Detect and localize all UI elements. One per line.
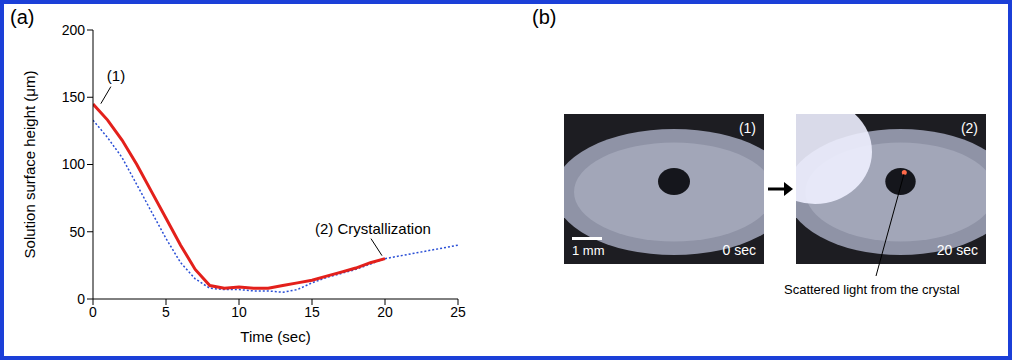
html-text:0 sec: 0 sec (722, 242, 756, 258)
html-text:(1): (1) (738, 120, 756, 136)
svg-text:0: 0 (89, 304, 97, 320)
svg-text:0: 0 (77, 291, 85, 307)
svg-text:25: 25 (450, 304, 466, 320)
svg-text:20: 20 (377, 304, 393, 320)
svg-text:Time (sec): Time (sec) (240, 328, 310, 345)
html-text:20 sec: 20 sec (936, 242, 978, 258)
html-text:Scattered light from the cryst: Scattered light from the crystal (784, 282, 960, 297)
svg-text:5: 5 (162, 304, 170, 320)
html-text:(b): (b) (532, 6, 557, 28)
svg-text:15: 15 (304, 304, 320, 320)
svg-text:Solution surface height (μm): Solution surface height (μm) (21, 71, 38, 259)
svg-text:150: 150 (62, 89, 86, 105)
svg-text:10: 10 (231, 304, 247, 320)
html-text:(a): (a) (10, 6, 35, 28)
svg-text:(2) Crystallization: (2) Crystallization (315, 220, 431, 237)
html-text:1 mm: 1 mm (572, 243, 605, 258)
html-text:(2): (2) (960, 120, 978, 136)
svg-text:200: 200 (62, 22, 86, 38)
svg-text:50: 50 (69, 224, 85, 240)
svg-text:100: 100 (62, 156, 86, 172)
svg-text:(1): (1) (107, 67, 125, 84)
